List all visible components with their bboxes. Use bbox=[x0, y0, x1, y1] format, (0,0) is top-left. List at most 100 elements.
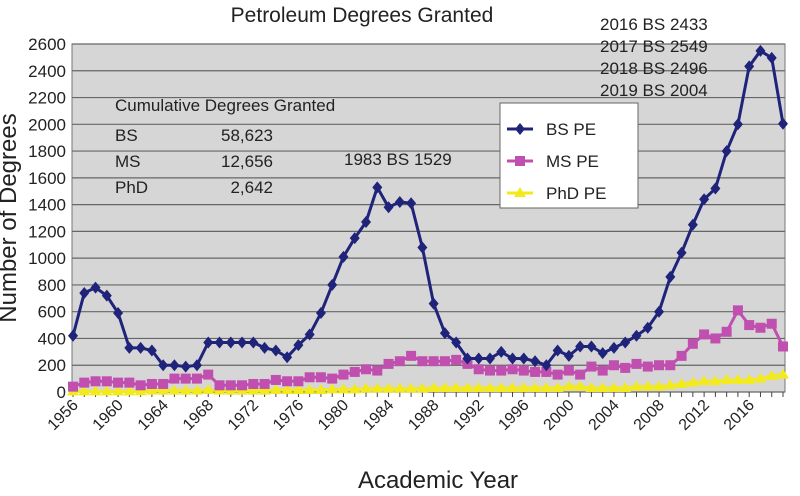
triangle-marker bbox=[416, 382, 429, 393]
diamond-marker bbox=[349, 232, 360, 245]
diamond-marker bbox=[451, 336, 462, 349]
diamond-marker bbox=[744, 60, 755, 73]
square-marker bbox=[631, 358, 642, 369]
triangle-marker bbox=[506, 381, 519, 392]
diamond-marker bbox=[282, 351, 293, 364]
triangle-marker bbox=[190, 384, 203, 395]
diamond-marker bbox=[699, 193, 710, 206]
square-marker bbox=[766, 318, 777, 329]
cumulative-phd-label: PhD bbox=[115, 178, 148, 197]
triangle-marker bbox=[619, 381, 632, 392]
diamond-marker bbox=[113, 307, 124, 320]
triangle-marker bbox=[112, 385, 125, 396]
triangle-marker bbox=[551, 381, 564, 392]
diamond-marker bbox=[428, 297, 439, 310]
triangle-marker bbox=[743, 373, 756, 384]
diamond-marker bbox=[248, 336, 259, 349]
y-tick-label: 1000 bbox=[28, 249, 66, 268]
square-marker bbox=[597, 365, 608, 376]
triangle-marker bbox=[303, 383, 316, 394]
square-marker bbox=[518, 365, 529, 376]
diamond-marker bbox=[259, 341, 270, 354]
x-tick-label: 1992 bbox=[450, 397, 487, 434]
triangle-marker bbox=[100, 385, 113, 396]
diamond-marker bbox=[214, 336, 225, 349]
diamond-marker bbox=[515, 123, 525, 135]
diamond-marker bbox=[541, 359, 552, 372]
square-marker bbox=[575, 369, 586, 380]
square-marker bbox=[259, 378, 270, 389]
square-marker bbox=[755, 322, 766, 333]
square-marker bbox=[428, 356, 439, 367]
square-marker bbox=[394, 356, 405, 367]
square-marker bbox=[225, 380, 236, 391]
square-marker bbox=[304, 372, 315, 383]
diamond-marker bbox=[507, 352, 518, 365]
annotation-2016: 2016 BS 2433 bbox=[600, 15, 708, 34]
diamond-marker bbox=[586, 340, 597, 353]
triangle-marker bbox=[145, 384, 158, 395]
x-tick-label: 1972 bbox=[225, 397, 262, 434]
y-tick-label: 1400 bbox=[28, 196, 66, 215]
triangle-marker bbox=[89, 385, 102, 396]
square-marker bbox=[710, 333, 721, 344]
square-marker bbox=[732, 305, 743, 316]
diamond-marker bbox=[90, 281, 101, 294]
x-tick-label: 2000 bbox=[541, 397, 578, 434]
triangle-marker bbox=[686, 376, 699, 387]
square-marker bbox=[191, 373, 202, 384]
legend-label: PhD PE bbox=[546, 184, 606, 203]
square-marker bbox=[552, 369, 563, 380]
cumulative-ms-label: MS bbox=[115, 152, 141, 171]
square-marker bbox=[563, 365, 574, 376]
triangle-marker bbox=[607, 381, 620, 392]
triangle-marker bbox=[777, 368, 789, 379]
square-marker bbox=[496, 365, 507, 376]
square-marker bbox=[338, 369, 349, 380]
square-marker bbox=[541, 366, 552, 377]
triangle-marker bbox=[664, 379, 677, 390]
diamond-marker bbox=[766, 51, 777, 64]
triangle-marker bbox=[540, 381, 553, 392]
diamond-marker bbox=[732, 118, 743, 131]
diamond-marker bbox=[676, 246, 687, 259]
y-tick-label: 1200 bbox=[28, 222, 66, 241]
triangle-marker bbox=[157, 384, 170, 395]
triangle-marker bbox=[326, 383, 339, 394]
triangle-marker bbox=[314, 383, 327, 394]
diamond-marker bbox=[710, 182, 721, 195]
x-tick-label: 1996 bbox=[495, 397, 532, 434]
diamond-marker bbox=[293, 339, 304, 352]
triangle-marker bbox=[382, 382, 395, 393]
diamond-marker bbox=[327, 278, 338, 291]
diamond-marker bbox=[778, 117, 788, 130]
triangle-marker bbox=[450, 381, 463, 392]
triangle-marker bbox=[247, 384, 260, 395]
diamond-marker bbox=[304, 328, 315, 341]
diamond-marker bbox=[642, 321, 653, 334]
square-marker bbox=[124, 377, 135, 388]
square-marker bbox=[484, 365, 495, 376]
diamond-marker bbox=[158, 359, 169, 372]
x-tick-label: 1968 bbox=[180, 397, 217, 434]
square-marker bbox=[654, 360, 665, 371]
diamond-marker bbox=[191, 359, 202, 372]
diamond-marker bbox=[597, 347, 608, 360]
triangle-marker bbox=[585, 381, 598, 392]
triangle-marker bbox=[472, 381, 485, 392]
diamond-marker bbox=[721, 145, 732, 158]
triangle-marker bbox=[698, 375, 711, 386]
diamond-marker bbox=[68, 329, 78, 342]
diamond-marker bbox=[225, 336, 236, 349]
y-tick-label: 400 bbox=[38, 329, 66, 348]
x-tick-label: 1984 bbox=[360, 397, 397, 434]
square-marker bbox=[676, 350, 687, 361]
legend-label: BS PE bbox=[546, 120, 596, 139]
diamond-marker bbox=[608, 341, 619, 354]
diamond-marker bbox=[169, 359, 180, 372]
diamond-marker bbox=[135, 341, 146, 354]
diamond-marker bbox=[237, 336, 248, 349]
diamond-marker bbox=[473, 352, 484, 365]
triangle-marker bbox=[495, 381, 508, 392]
square-marker bbox=[169, 373, 180, 384]
